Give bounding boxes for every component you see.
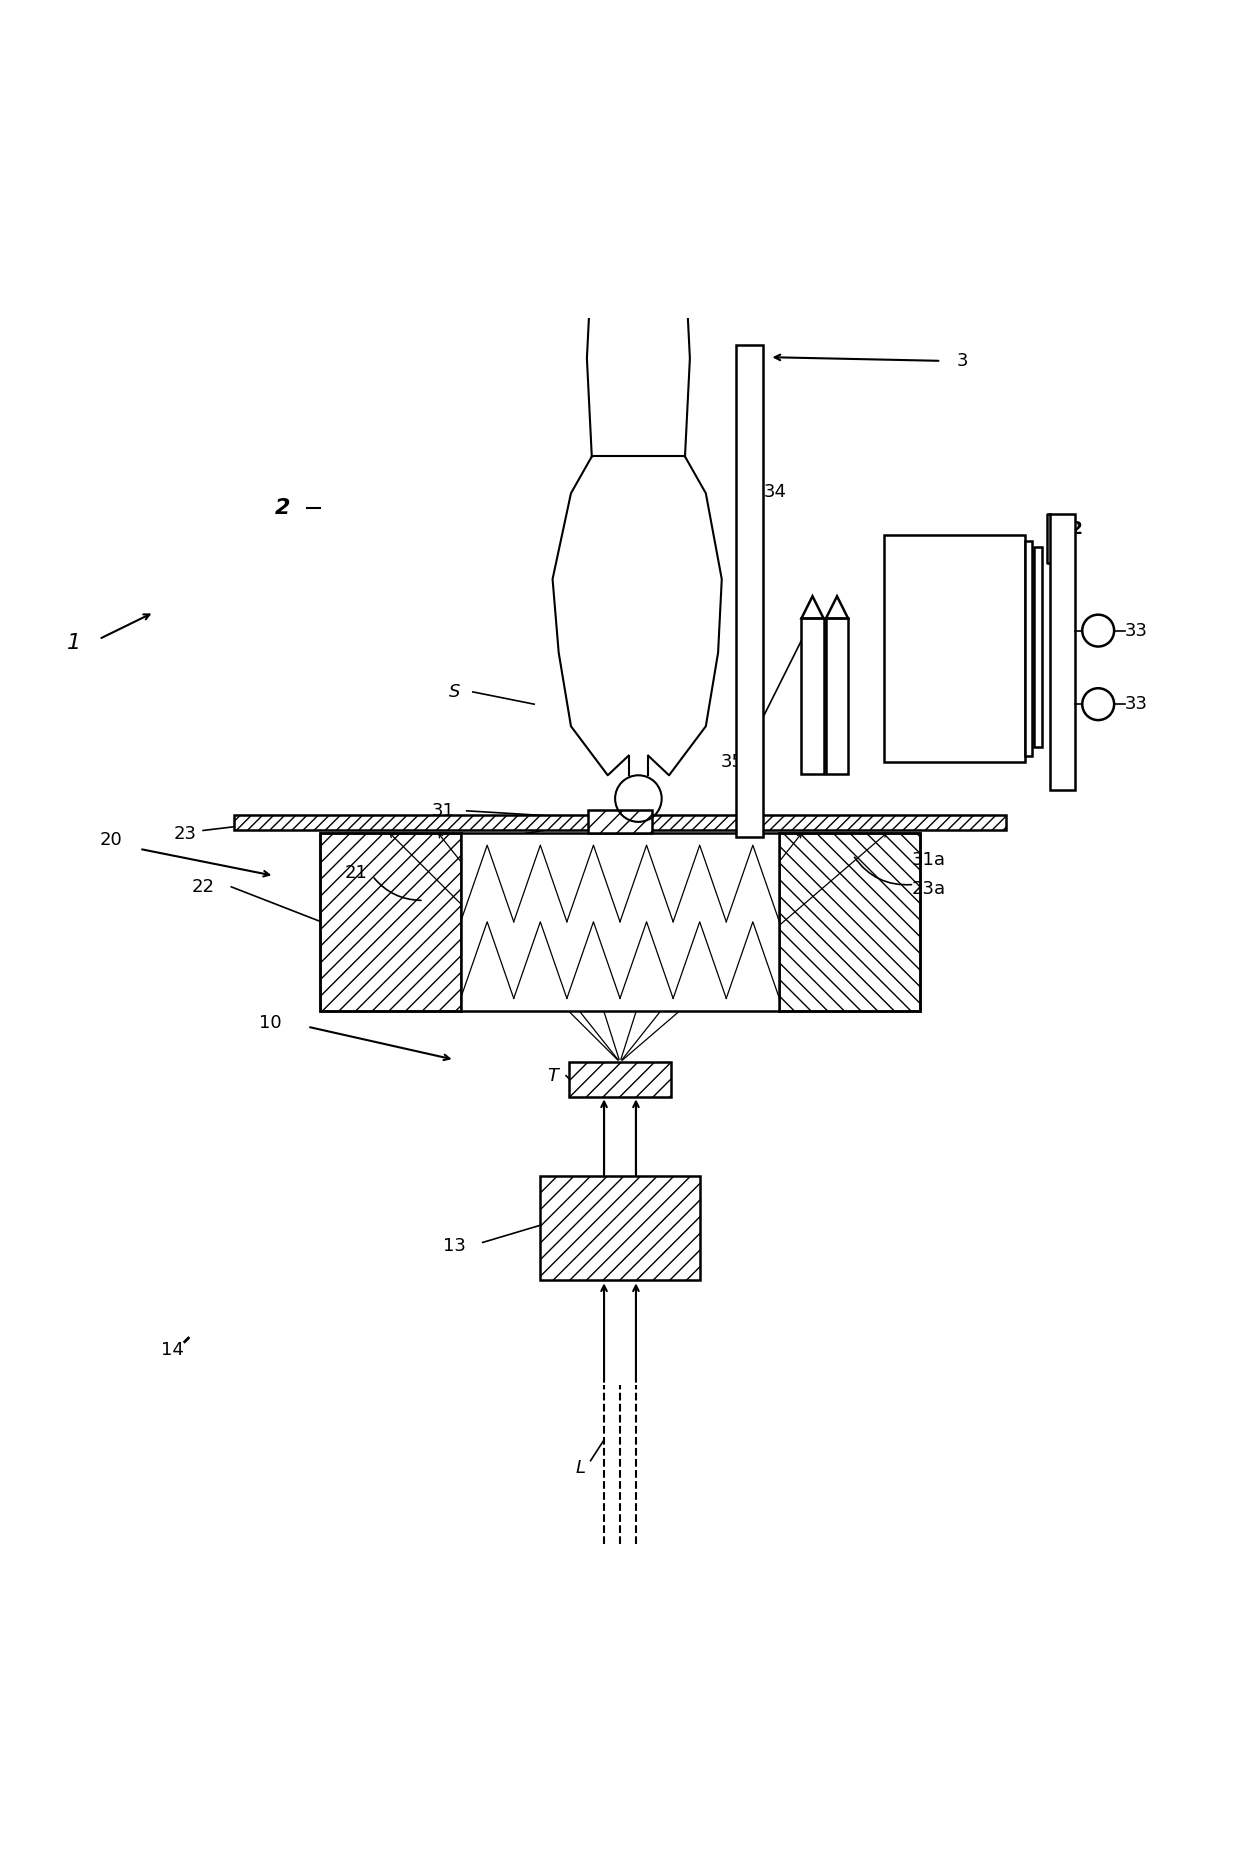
Text: 2: 2 <box>275 497 290 518</box>
Text: 1: 1 <box>67 633 82 654</box>
Bar <box>460 832 780 1011</box>
Text: 34: 34 <box>764 482 786 501</box>
Bar <box>588 810 652 832</box>
Text: 31: 31 <box>432 803 455 819</box>
Bar <box>320 832 920 1011</box>
Text: L: L <box>575 1460 585 1477</box>
Bar <box>884 534 1024 762</box>
Text: 23a: 23a <box>911 881 946 897</box>
Text: 35: 35 <box>720 752 744 771</box>
Text: 33: 33 <box>1125 622 1148 641</box>
Text: T: T <box>547 1067 558 1086</box>
Text: 21: 21 <box>345 864 368 883</box>
Text: 32b: 32b <box>946 544 978 562</box>
Text: 14: 14 <box>161 1341 184 1359</box>
Bar <box>1024 542 1032 756</box>
Bar <box>568 1061 672 1097</box>
Text: 32: 32 <box>1059 519 1084 538</box>
Bar <box>1050 514 1075 789</box>
Bar <box>826 618 848 775</box>
Bar <box>320 832 460 1011</box>
Bar <box>1034 547 1042 747</box>
Text: 33: 33 <box>1125 695 1148 713</box>
Bar <box>801 618 823 775</box>
Text: 31a: 31a <box>911 851 946 870</box>
Text: S: S <box>449 683 460 700</box>
Text: 22: 22 <box>192 877 215 896</box>
Text: 3: 3 <box>957 352 968 371</box>
Text: 32a: 32a <box>946 564 978 583</box>
Text: 13: 13 <box>443 1236 466 1255</box>
Text: 20: 20 <box>99 830 123 849</box>
Bar <box>737 344 764 836</box>
Bar <box>541 1177 699 1281</box>
Text: N: N <box>464 832 477 851</box>
Bar <box>234 814 1006 830</box>
Polygon shape <box>801 596 823 618</box>
Polygon shape <box>826 596 848 618</box>
Bar <box>780 832 920 1011</box>
Text: 10: 10 <box>259 1015 281 1032</box>
Text: 23: 23 <box>174 825 197 843</box>
